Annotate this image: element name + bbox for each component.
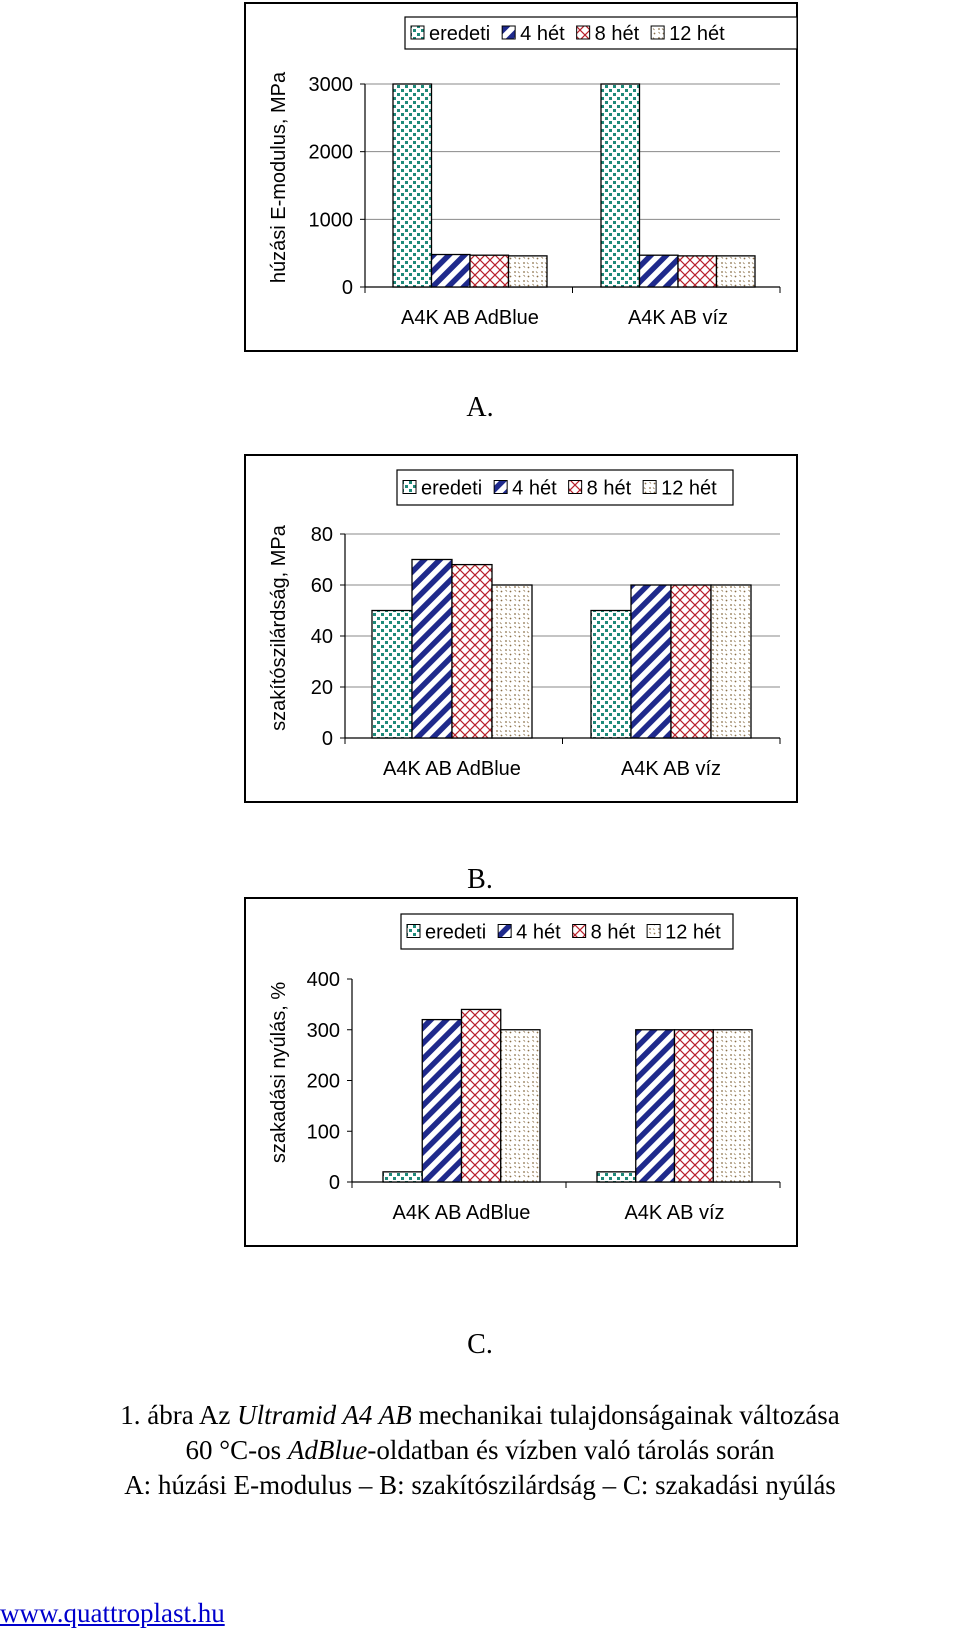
chart-c-frame: [255, 937, 831, 1301]
caption-line2-italic: AdBlue: [287, 1435, 368, 1465]
website-link[interactable]: www.quattroplast.hu: [0, 1598, 225, 1628]
panel-caption-a: A.: [466, 392, 494, 423]
chart-a-frame: [255, 0, 831, 364]
caption-line1-suffix: mechanikai tulajdonságainak változása: [411, 1400, 840, 1430]
legend-swatch: [497, 924, 512, 938]
panel-caption-c: C.: [467, 1329, 493, 1360]
caption-line2-suffix: -oldatban és vízben való tárolás során: [367, 1435, 775, 1465]
caption-line1-prefix: 1. ábra Az: [120, 1400, 238, 1430]
legend-swatch: [646, 924, 661, 938]
figure-caption-line1: 1. ábra Az Ultramid A4 AB mechanikai tul…: [0, 1398, 960, 1433]
figure-caption-line2: 60 °C-os AdBlue-oldatban és vízben való …: [0, 1433, 960, 1468]
figure-caption-line3: A: húzási E-modulus – B: szakítószilárds…: [124, 1470, 836, 1500]
caption-line1-italic: Ultramid A4 AB: [237, 1400, 412, 1430]
panel-caption-b: B.: [467, 864, 493, 895]
caption-line2-prefix: 60 °C-os: [185, 1435, 288, 1465]
legend-swatch: [572, 924, 587, 938]
chart-b-frame: [255, 474, 831, 838]
legend-swatch: [406, 924, 421, 938]
